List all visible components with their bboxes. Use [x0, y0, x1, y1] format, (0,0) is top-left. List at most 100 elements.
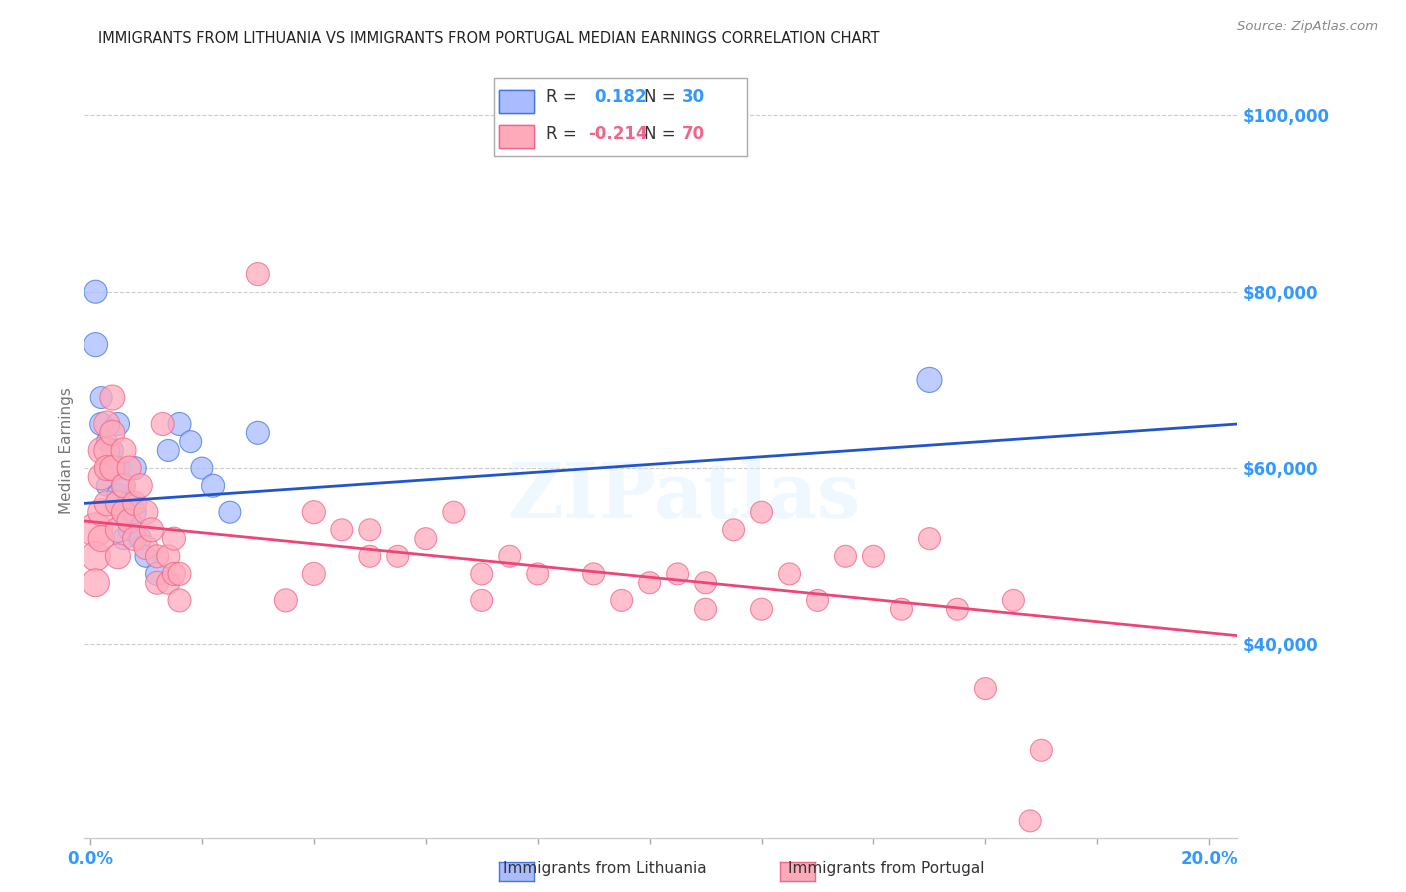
Point — [157, 549, 180, 564]
Point — [302, 566, 325, 581]
Point — [135, 505, 157, 519]
Point — [443, 505, 465, 519]
Point — [862, 549, 884, 564]
Point — [582, 566, 605, 581]
Point — [359, 549, 381, 564]
FancyBboxPatch shape — [499, 125, 534, 148]
Point — [101, 391, 124, 405]
Point — [90, 391, 112, 405]
Point — [84, 575, 107, 590]
Point — [302, 505, 325, 519]
Point — [135, 549, 157, 564]
Point — [638, 575, 661, 590]
Point — [118, 514, 141, 528]
Point — [1019, 814, 1042, 828]
Text: R =: R = — [546, 125, 582, 143]
Point — [918, 532, 941, 546]
Point — [96, 496, 118, 510]
Point — [526, 566, 548, 581]
Point — [152, 417, 174, 431]
Point — [723, 523, 745, 537]
Point — [415, 532, 437, 546]
Point — [124, 532, 146, 546]
Point — [118, 496, 141, 510]
Text: R =: R = — [546, 88, 582, 106]
Text: ZIPatlas: ZIPatlas — [508, 460, 860, 534]
Point — [157, 575, 180, 590]
Point — [918, 373, 941, 387]
Point — [163, 566, 186, 581]
Y-axis label: Median Earnings: Median Earnings — [59, 387, 75, 514]
Text: Immigrants from Lithuania: Immigrants from Lithuania — [503, 861, 706, 876]
Point — [157, 443, 180, 458]
Point — [107, 461, 129, 475]
Point — [129, 479, 152, 493]
Text: N =: N = — [644, 88, 681, 106]
Point — [246, 267, 269, 281]
Point — [695, 602, 717, 616]
Point — [90, 443, 112, 458]
Point — [124, 505, 146, 519]
Point — [124, 496, 146, 510]
Point — [84, 285, 107, 299]
Point — [779, 566, 801, 581]
Point — [471, 566, 494, 581]
FancyBboxPatch shape — [494, 78, 748, 155]
Text: -0.214: -0.214 — [588, 125, 648, 143]
Point — [118, 461, 141, 475]
Text: 0.182: 0.182 — [593, 88, 647, 106]
Point — [107, 549, 129, 564]
Point — [112, 505, 135, 519]
Point — [499, 549, 522, 564]
Point — [359, 523, 381, 537]
Text: 30: 30 — [682, 88, 704, 106]
Text: IMMIGRANTS FROM LITHUANIA VS IMMIGRANTS FROM PORTUGAL MEDIAN EARNINGS CORRELATIO: IMMIGRANTS FROM LITHUANIA VS IMMIGRANTS … — [98, 31, 880, 46]
Point — [96, 434, 118, 449]
Point — [330, 523, 353, 537]
Point — [834, 549, 856, 564]
Point — [610, 593, 633, 607]
Point — [163, 532, 186, 546]
Point — [90, 470, 112, 484]
Point — [90, 532, 112, 546]
Point — [141, 523, 163, 537]
Point — [112, 505, 135, 519]
FancyBboxPatch shape — [499, 89, 534, 113]
Text: 70: 70 — [682, 125, 704, 143]
Point — [1002, 593, 1025, 607]
Point — [112, 443, 135, 458]
Point — [666, 566, 689, 581]
Point — [84, 549, 107, 564]
Point — [974, 681, 997, 696]
Point — [146, 566, 169, 581]
Point — [90, 505, 112, 519]
Point — [751, 602, 773, 616]
Point — [107, 496, 129, 510]
Point — [169, 593, 191, 607]
Point — [890, 602, 912, 616]
Point — [96, 461, 118, 475]
Point — [96, 417, 118, 431]
Point — [806, 593, 828, 607]
Point — [751, 505, 773, 519]
Point — [84, 337, 107, 351]
Point — [146, 575, 169, 590]
Point — [246, 425, 269, 440]
Point — [695, 575, 717, 590]
Point — [101, 425, 124, 440]
Point — [101, 461, 124, 475]
Text: Source: ZipAtlas.com: Source: ZipAtlas.com — [1237, 20, 1378, 33]
Point — [180, 434, 202, 449]
Point — [135, 541, 157, 555]
Point — [202, 479, 225, 493]
Point — [107, 487, 129, 501]
Point — [96, 461, 118, 475]
Point — [191, 461, 214, 475]
Point — [96, 443, 118, 458]
Point — [112, 479, 135, 493]
Point — [169, 417, 191, 431]
Point — [90, 417, 112, 431]
Point — [146, 549, 169, 564]
Point — [124, 461, 146, 475]
Point — [112, 532, 135, 546]
